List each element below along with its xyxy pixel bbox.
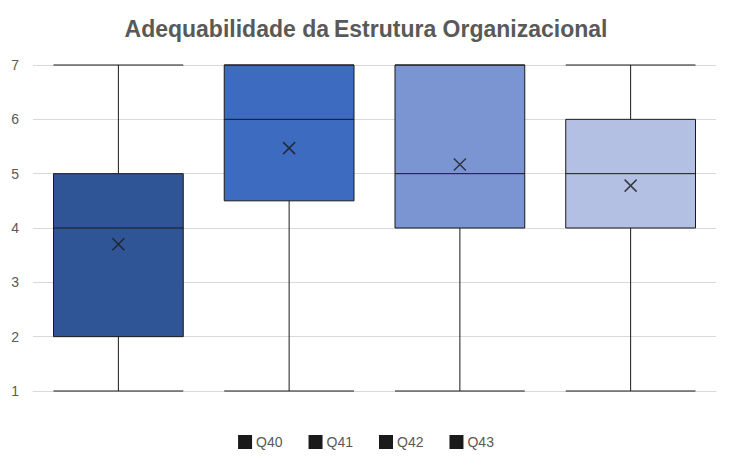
svg-text:Q43: Q43: [467, 434, 494, 450]
svg-text:2: 2: [11, 329, 19, 345]
svg-text:4: 4: [11, 220, 19, 236]
svg-text:Q41: Q41: [327, 434, 354, 450]
svg-text:6: 6: [11, 111, 19, 127]
svg-text:5: 5: [11, 166, 19, 182]
svg-text:7: 7: [11, 57, 19, 73]
svg-text:Estrutura Organizacional: Estrutura Organizacional: [334, 16, 608, 42]
svg-text:1: 1: [11, 383, 19, 399]
svg-text:Adequabilidade da: Adequabilidade da: [125, 16, 330, 42]
svg-text:3: 3: [11, 274, 19, 290]
svg-text:Q40: Q40: [256, 434, 283, 450]
svg-text:Q42: Q42: [397, 434, 424, 450]
